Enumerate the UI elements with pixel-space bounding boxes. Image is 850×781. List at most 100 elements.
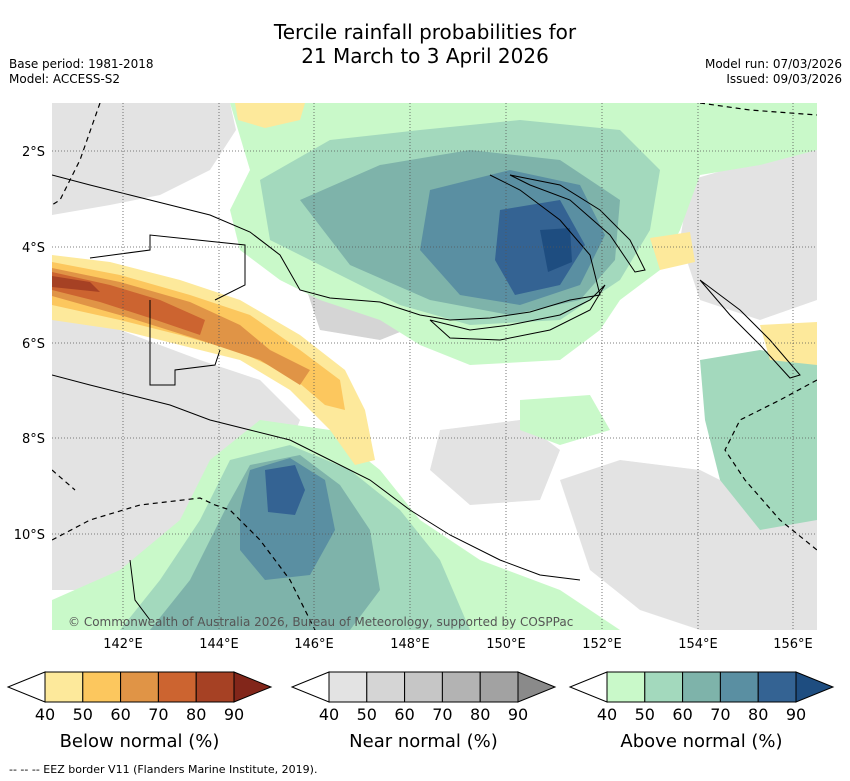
above-normal-tick-label: 40 — [597, 705, 617, 724]
bn-region-80 — [52, 276, 100, 292]
coastline-new-guinea-north — [52, 174, 601, 321]
near-normal-legend-title: Near normal (%) — [349, 731, 498, 752]
lon-labels: 142°E 144°E 146°E 148°E 150°E 152°E 154°… — [103, 637, 813, 652]
near-normal-tick-label: 90 — [508, 705, 528, 724]
coastline-new-guinea-south — [52, 374, 581, 581]
above-normal-over-triangle — [795, 671, 835, 703]
below-normal-color-box — [82, 671, 122, 703]
eez-south — [52, 497, 316, 630]
below-normal-tick-label: 40 — [35, 705, 55, 724]
above-normal-under-triangle — [568, 671, 608, 703]
lat-label-2s: 2°S — [22, 145, 45, 160]
above-normal-tick-label: 80 — [748, 705, 768, 724]
base-period: Base period: 1981-2018 — [9, 57, 154, 71]
below-normal-tick-label: 90 — [224, 705, 244, 724]
nn-region-ne — [680, 150, 817, 320]
coastlines — [52, 174, 801, 621]
lon-label-156e: 156°E — [773, 637, 813, 652]
below-normal-color-box — [120, 671, 159, 703]
coastline-new-ireland — [509, 174, 646, 273]
gridlines — [52, 103, 817, 630]
eez-east — [724, 379, 817, 551]
lon-label-152e: 152°E — [582, 637, 622, 652]
bn-region-north — [235, 103, 305, 128]
an-region-mid — [520, 395, 610, 445]
above-normal-color-box — [719, 671, 759, 703]
near-normal-color-box — [479, 671, 519, 703]
lon-label-148e: 148°E — [390, 637, 430, 652]
meta-right: Model run: 07/03/2026 Issued: 09/03/2026 — [705, 57, 842, 87]
above-normal-color-box — [757, 671, 797, 703]
copyright-text: © Commonwealth of Australia 2026, Bureau… — [68, 615, 573, 629]
near-normal-tick-label: 60 — [394, 705, 414, 724]
lon-label-142e: 142°E — [103, 637, 143, 652]
below-normal-tick-label: 70 — [148, 705, 168, 724]
an-region-east — [700, 350, 817, 530]
eez-northwest — [52, 103, 101, 206]
eez-borders — [52, 103, 817, 630]
bn-region-ne — [650, 232, 695, 270]
lon-label-144e: 144°E — [199, 637, 239, 652]
near-normal-color-box — [328, 671, 368, 703]
near-normal-tick-label: 80 — [470, 705, 490, 724]
near-normal-over-triangle — [517, 671, 557, 703]
near-normal-tick-label: 50 — [357, 705, 377, 724]
lon-label-154e: 154°E — [678, 637, 718, 652]
lat-labels: 2°S 4°S 6°S 8°S 10°S — [14, 145, 45, 543]
lat-label-8s: 8°S — [22, 432, 45, 447]
below-normal-over-triangle — [233, 671, 273, 703]
model-run: Model run: 07/03/2026 — [704, 57, 842, 71]
model-name: Model: ACCESS-S2 — [9, 72, 121, 86]
above-normal-tick-label: 90 — [786, 705, 806, 724]
above-normal-tick-label: 60 — [672, 705, 692, 724]
near-normal-color-box — [404, 671, 443, 703]
above-normal-tick-label: 70 — [710, 705, 730, 724]
below-normal-legend-title: Below normal (%) — [60, 731, 220, 752]
coastline-cape-york — [129, 559, 151, 621]
below-normal-color-box — [195, 671, 235, 703]
eez-footer-note: -- -- -- EEZ border V11 (Flanders Marine… — [9, 763, 318, 776]
above-normal-legend-title: Above normal (%) — [620, 731, 782, 752]
coastline-new-britain — [429, 284, 606, 341]
below-normal-color-box — [44, 671, 84, 703]
map-area: © Commonwealth of Australia 2026, Bureau… — [52, 103, 817, 630]
coastline-solomons — [699, 279, 801, 379]
lon-label-146e: 146°E — [294, 637, 334, 652]
above-normal-tick-label: 50 — [635, 705, 655, 724]
lat-label-4s: 4°S — [22, 241, 45, 256]
lat-label-10s: 10°S — [14, 528, 45, 543]
near-normal-color-box — [441, 671, 481, 703]
below-normal-regions — [52, 103, 817, 465]
above-normal-regions — [52, 103, 817, 630]
below-normal-tick-label: 50 — [73, 705, 93, 724]
above-normal-color-box — [606, 671, 646, 703]
nn-region-south — [430, 420, 560, 505]
below-normal-color-box — [157, 671, 197, 703]
near-normal-tick-label: 40 — [319, 705, 339, 724]
chart-title: Tercile rainfall probabilities for 21 Ma… — [0, 20, 850, 68]
an-region-north-90 — [540, 228, 572, 272]
border-inland — [149, 300, 221, 386]
meta-left: Base period: 1981-2018 Model: ACCESS-S2 — [9, 57, 154, 87]
border-png-indonesia — [89, 234, 246, 301]
below-normal-under-triangle — [6, 671, 46, 703]
near-normal-tick-label: 70 — [432, 705, 452, 724]
title-line-2: 21 March to 3 April 2026 — [301, 44, 549, 68]
near-normal-under-triangle — [290, 671, 330, 703]
issued-date: Issued: 09/03/2026 — [726, 72, 842, 86]
lat-label-6s: 6°S — [22, 337, 45, 352]
above-normal-color-box — [682, 671, 721, 703]
nn-region-sw — [52, 300, 300, 590]
title-line-1: Tercile rainfall probabilities for — [273, 20, 577, 44]
lon-label-150e: 150°E — [486, 637, 526, 652]
bn-region-east — [760, 322, 817, 365]
below-normal-tick-label: 60 — [110, 705, 130, 724]
legend-near-normal: 40 50 60 70 80 90 Near normal (%) — [290, 671, 557, 752]
near-normal-color-box — [366, 671, 406, 703]
above-normal-color-box — [644, 671, 684, 703]
an-region-north-80 — [495, 200, 585, 295]
below-normal-tick-label: 80 — [186, 705, 206, 724]
